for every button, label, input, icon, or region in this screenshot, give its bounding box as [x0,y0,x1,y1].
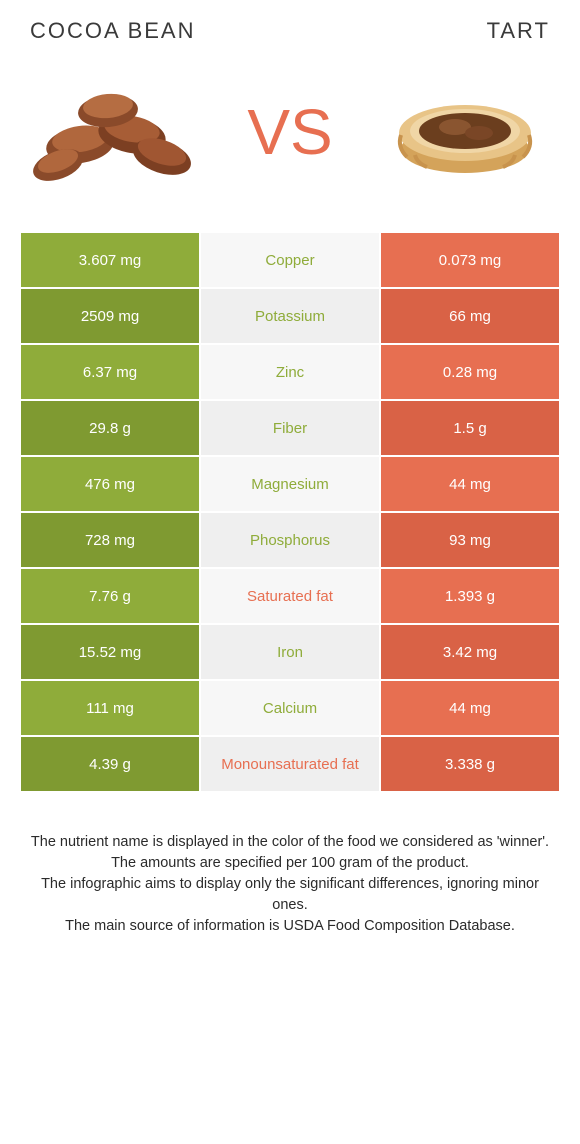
vs-label: VS [247,95,332,169]
table-row: 2509 mgPotassium66 mg [20,288,560,344]
table-row: 7.76 gSaturated fat1.393 g [20,568,560,624]
nutrient-name: Saturated fat [200,568,380,624]
left-value: 111 mg [20,680,200,736]
nutrient-name: Calcium [200,680,380,736]
left-value: 4.39 g [20,736,200,792]
nutrient-name: Zinc [200,344,380,400]
right-value: 93 mg [380,512,560,568]
table-row: 4.39 gMonounsaturated fat3.338 g [20,736,560,792]
nutrient-name: Potassium [200,288,380,344]
left-value: 476 mg [20,456,200,512]
footer-line: The infographic aims to display only the… [26,874,554,916]
right-value: 44 mg [380,680,560,736]
nutrient-table: 3.607 mgCopper0.073 mg2509 mgPotassium66… [20,232,560,792]
footer-line: The amounts are specified per 100 gram o… [26,853,554,874]
cocoa-beans-icon [30,77,200,187]
right-value: 1.5 g [380,400,560,456]
footer-line: The nutrient name is displayed in the co… [26,832,554,853]
nutrient-name: Magnesium [200,456,380,512]
table-row: 6.37 mgZinc0.28 mg [20,344,560,400]
left-value: 728 mg [20,512,200,568]
left-food-image [30,72,200,192]
table-row: 728 mgPhosphorus93 mg [20,512,560,568]
footer-notes: The nutrient name is displayed in the co… [20,832,560,937]
right-food-title: TART [487,18,550,44]
left-value: 29.8 g [20,400,200,456]
right-value: 44 mg [380,456,560,512]
left-value: 2509 mg [20,288,200,344]
nutrient-name: Fiber [200,400,380,456]
vs-row: VS [20,72,560,232]
right-value: 1.393 g [380,568,560,624]
right-food-image [380,72,550,192]
footer-line: The main source of information is USDA F… [26,916,554,937]
left-value: 15.52 mg [20,624,200,680]
table-row: 3.607 mgCopper0.073 mg [20,232,560,288]
left-value: 3.607 mg [20,232,200,288]
right-value: 0.28 mg [380,344,560,400]
left-food-title: COCOA BEAN [30,18,195,44]
right-value: 3.42 mg [380,624,560,680]
left-value: 6.37 mg [20,344,200,400]
nutrient-name: Monounsaturated fat [200,736,380,792]
right-value: 0.073 mg [380,232,560,288]
nutrient-name: Iron [200,624,380,680]
nutrient-name: Copper [200,232,380,288]
table-row: 29.8 gFiber1.5 g [20,400,560,456]
header-row: COCOA BEAN TART [20,18,560,72]
table-row: 15.52 mgIron3.42 mg [20,624,560,680]
right-value: 66 mg [380,288,560,344]
right-value: 3.338 g [380,736,560,792]
table-row: 476 mgMagnesium44 mg [20,456,560,512]
nutrient-name: Phosphorus [200,512,380,568]
tart-icon [385,77,545,187]
left-value: 7.76 g [20,568,200,624]
table-row: 111 mgCalcium44 mg [20,680,560,736]
